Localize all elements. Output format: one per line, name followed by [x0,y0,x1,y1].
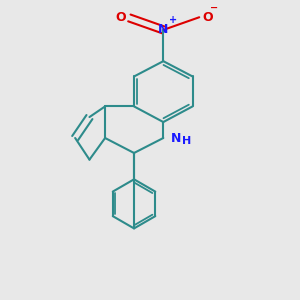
Text: O: O [116,11,126,24]
Text: O: O [202,11,213,24]
Text: N: N [171,131,181,145]
Text: +: + [169,14,177,25]
Text: −: − [210,3,218,13]
Text: H: H [182,136,191,146]
Text: N: N [158,23,169,36]
